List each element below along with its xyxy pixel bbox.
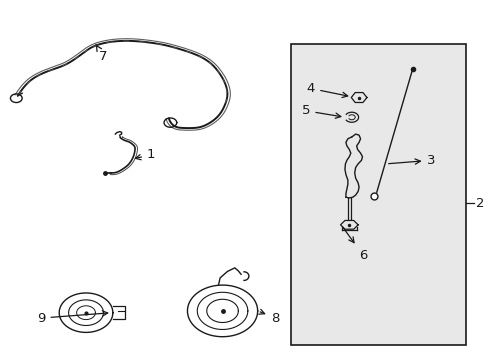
Text: 6: 6 [342,227,366,262]
Text: 5: 5 [301,104,340,118]
Text: 2: 2 [475,197,484,210]
Text: 9: 9 [37,311,107,325]
Bar [290,44,466,345]
Text: 1: 1 [135,148,155,161]
Text: 3: 3 [388,154,435,167]
Text: 4: 4 [306,82,347,98]
Text: 7: 7 [96,45,107,63]
Text: 8: 8 [258,309,279,325]
